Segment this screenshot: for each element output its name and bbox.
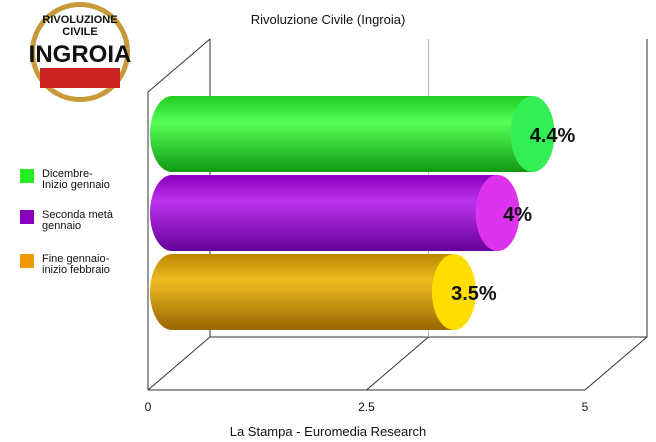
legend-label: Inizio gennaio	[42, 179, 110, 191]
logo-line1: RIVOLUZIONE	[42, 14, 117, 26]
bar-body	[150, 175, 498, 251]
bar: 3.5%	[150, 254, 497, 330]
bar-cap	[475, 175, 520, 251]
floor-gridline	[366, 336, 429, 391]
bar-body	[150, 254, 454, 330]
legend-label: gennaio	[42, 220, 81, 232]
legend-label: Seconda metà	[42, 209, 114, 221]
data-label: 3.5%	[451, 283, 497, 305]
chart-source: La Stampa - Euromedia Research	[230, 424, 427, 439]
chart-title: Rivoluzione Civile (Ingroia)	[251, 12, 406, 27]
tick-label: 5	[582, 400, 589, 414]
legend-item: Fine gennaio-inizio febbraio	[20, 253, 110, 276]
bars: 4.4% 4% 3.5%	[150, 96, 576, 330]
legend-swatch	[20, 210, 34, 224]
logo: RIVOLUZIONE CIVILE INGROIA	[29, 2, 132, 102]
legend-item: Dicembre-Inizio gennaio	[20, 168, 110, 191]
legend-label: inizio febbraio	[42, 264, 110, 276]
tick-label: 0	[145, 400, 152, 414]
left-wall-top	[147, 38, 211, 93]
logo-line3: INGROIA	[29, 41, 132, 68]
bar: 4%	[150, 175, 532, 251]
data-label: 4.4%	[530, 125, 576, 147]
bar-body	[150, 96, 533, 172]
tick-label: 2.5	[358, 400, 375, 414]
legend-swatch	[20, 254, 34, 268]
x-axis-ticks: 0 2.5 5	[145, 400, 589, 414]
logo-crowd	[40, 68, 120, 88]
legend-swatch	[20, 169, 34, 183]
floor-right-edge	[584, 336, 648, 391]
legend-label: Fine gennaio-	[42, 253, 110, 265]
floor-left-edge	[147, 336, 211, 391]
logo-line2: CIVILE	[62, 26, 97, 38]
legend: Dicembre-Inizio gennaio Seconda metàgenna…	[20, 168, 114, 276]
bar-cap	[510, 96, 555, 172]
bar: 4.4%	[150, 96, 576, 172]
bar-cap	[431, 254, 476, 330]
legend-label: Dicembre-	[42, 168, 93, 180]
data-label: 4%	[503, 204, 532, 226]
